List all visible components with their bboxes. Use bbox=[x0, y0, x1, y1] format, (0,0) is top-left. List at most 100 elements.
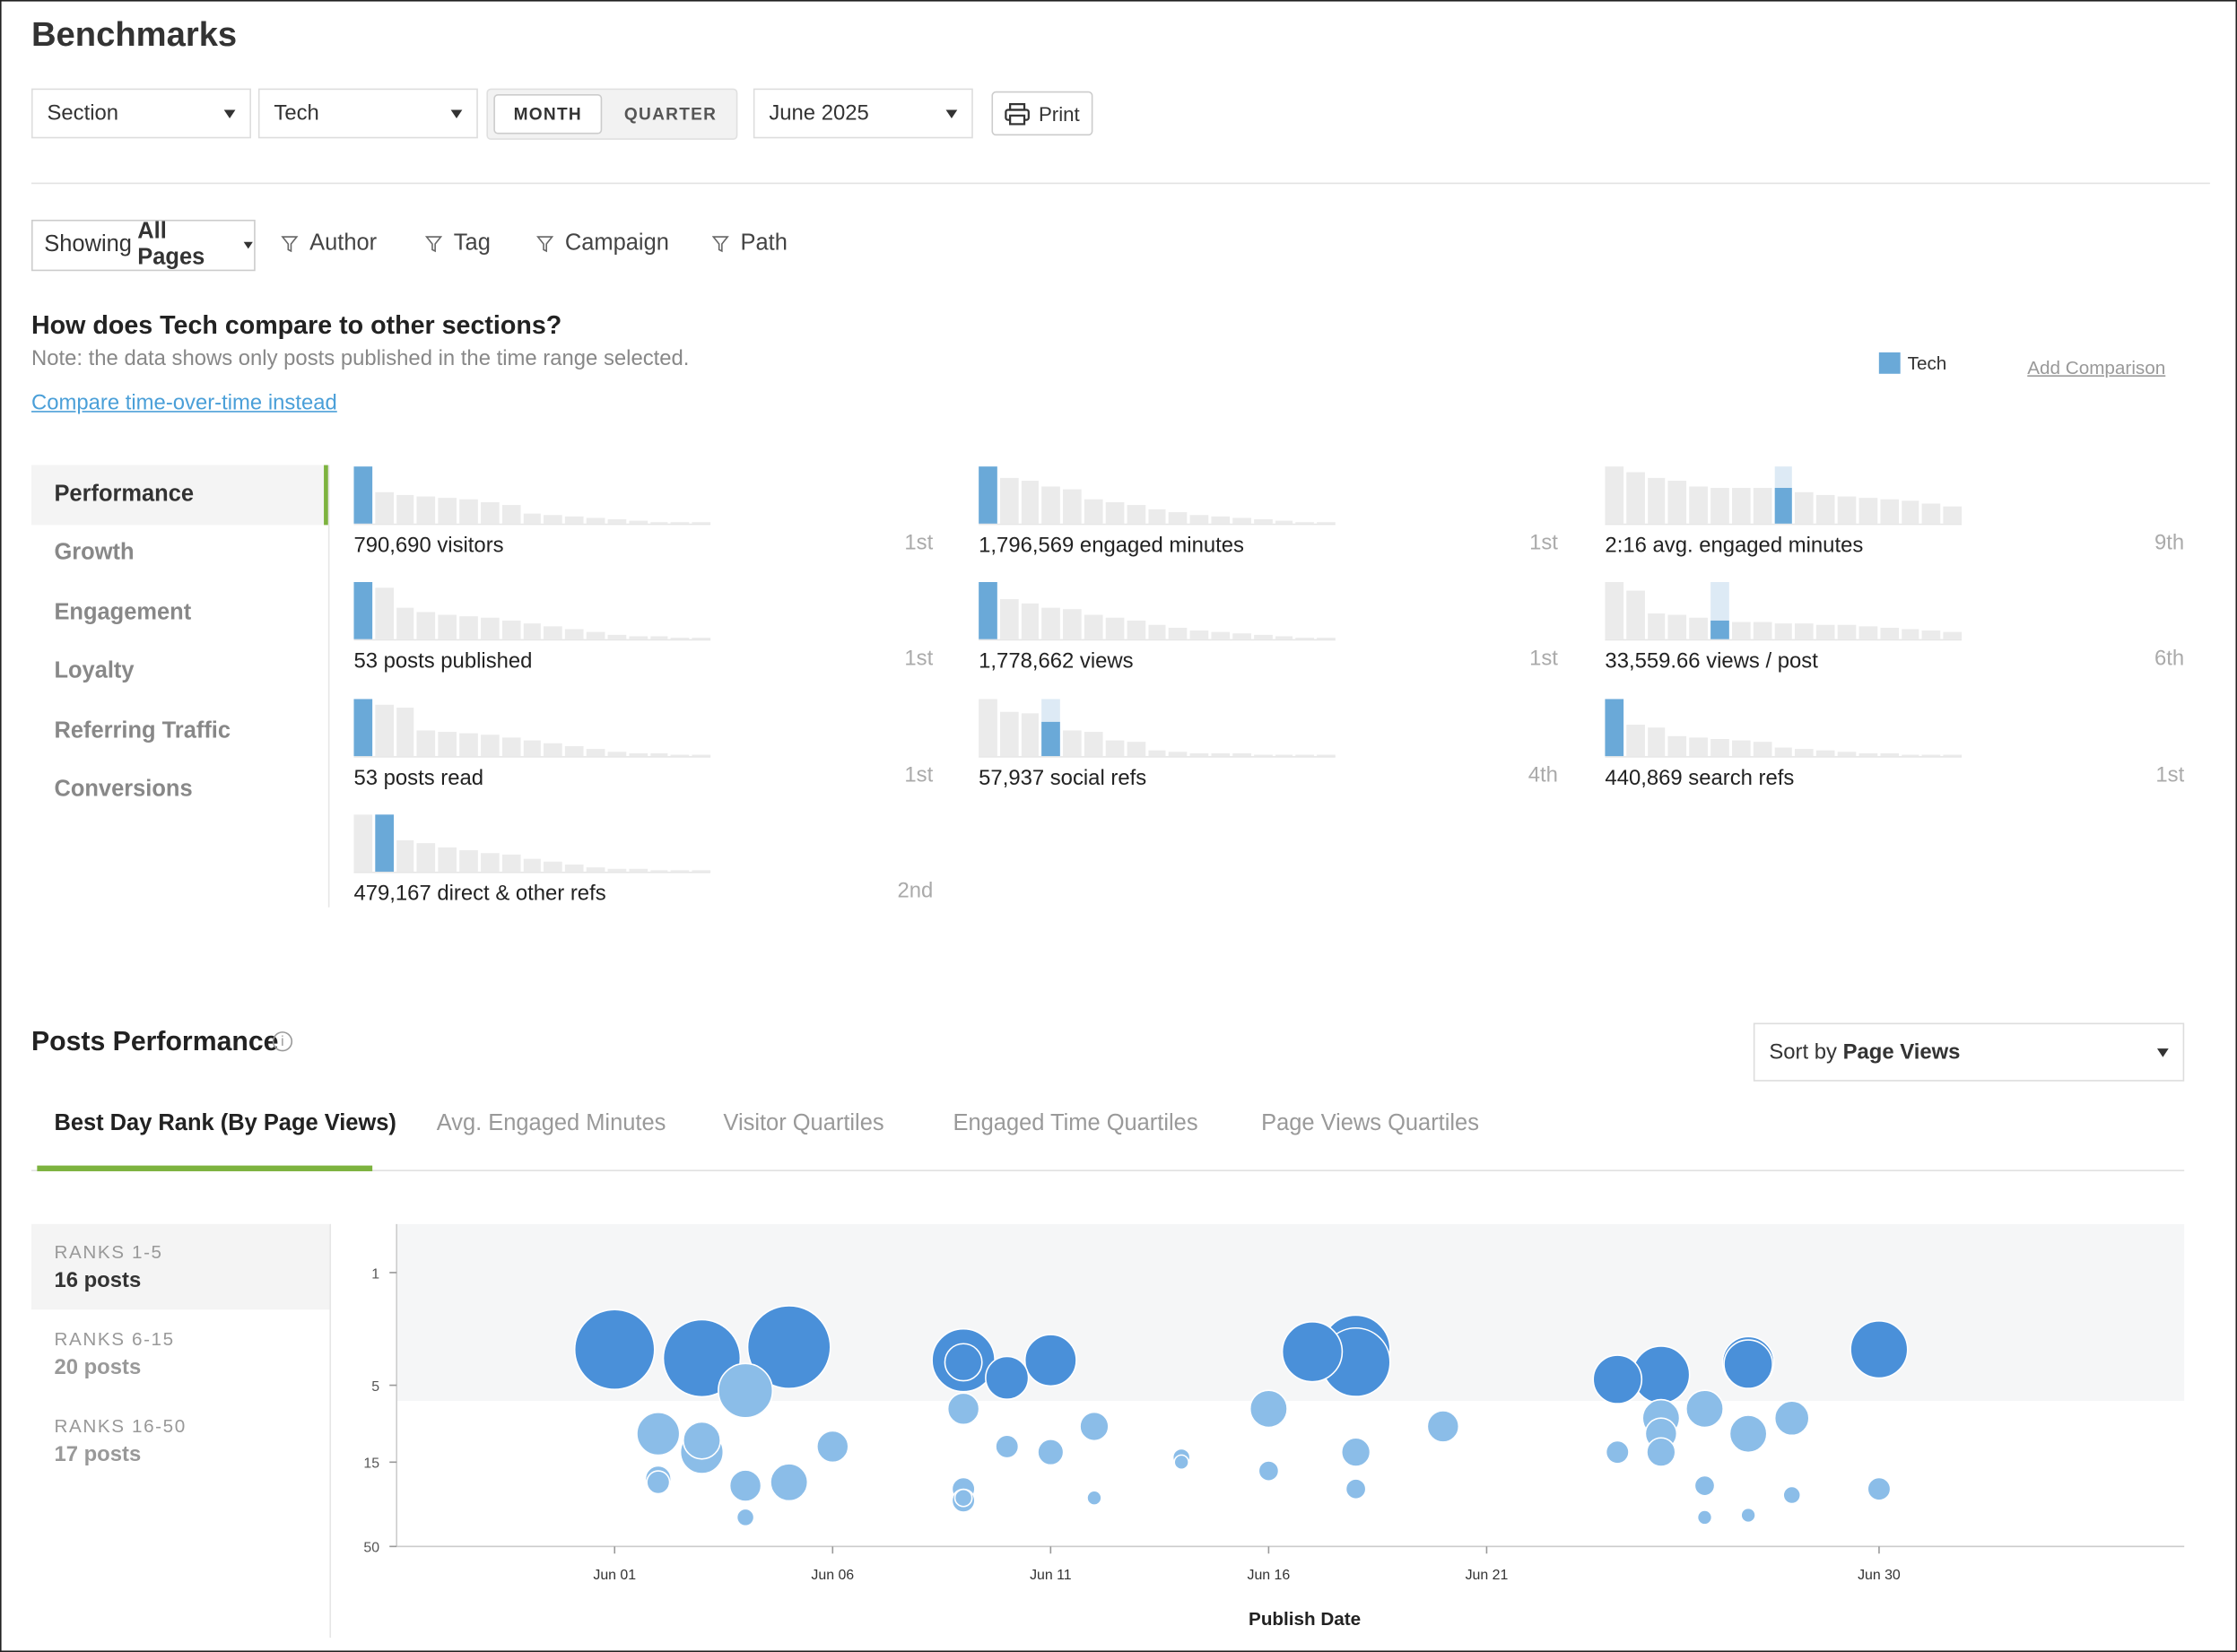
metric-bar bbox=[1795, 623, 1815, 639]
nav-conversions[interactable]: Conversions bbox=[54, 777, 193, 802]
metric-bar bbox=[671, 638, 690, 639]
metric-bar bbox=[438, 732, 457, 757]
metric-bar bbox=[523, 513, 542, 524]
metric-bar bbox=[1668, 614, 1687, 639]
rank-group-16-50[interactable]: RANKS 16-50 17 posts bbox=[31, 1398, 329, 1483]
metric-bar bbox=[375, 587, 394, 639]
metric-bar bbox=[1190, 752, 1209, 757]
rank-divider bbox=[329, 1223, 332, 1639]
page-title: Benchmarks bbox=[30, 15, 238, 55]
metric-bar bbox=[1647, 613, 1667, 639]
metric-bar bbox=[1317, 638, 1336, 639]
metric-bar bbox=[692, 638, 711, 639]
print-button[interactable]: Print bbox=[991, 91, 1093, 136]
metric-bar bbox=[1731, 740, 1751, 757]
section-select-value: Tech bbox=[274, 100, 319, 126]
filter-tag-label: Tag bbox=[453, 230, 491, 256]
metric-bar bbox=[586, 631, 605, 639]
nav-engagement[interactable]: Engagement bbox=[54, 600, 192, 625]
rank-group-1-5[interactable]: RANKS 1-5 16 posts bbox=[30, 1223, 330, 1310]
metric-card[interactable]: 53 posts read bbox=[353, 698, 711, 791]
metric-bar bbox=[1021, 481, 1040, 524]
metric-card[interactable]: 2:16 avg. engaged minutes bbox=[1605, 465, 1963, 558]
metric-rank: 1st bbox=[1529, 646, 1558, 671]
metric-card[interactable]: 1,778,662 views bbox=[979, 580, 1336, 674]
metric-bar bbox=[353, 582, 372, 639]
filter-tag[interactable]: Tag bbox=[424, 230, 491, 257]
metric-label: 479,167 direct & other refs bbox=[353, 882, 606, 907]
metric-bar bbox=[417, 612, 436, 639]
post-bubble bbox=[1086, 1490, 1102, 1506]
metric-bar bbox=[1668, 735, 1687, 757]
metric-bar bbox=[1922, 630, 1941, 639]
metric-bar bbox=[1774, 466, 1793, 524]
rank-group-count: 17 posts bbox=[54, 1442, 142, 1467]
metric-bar bbox=[565, 629, 584, 639]
tab-best-day-rank[interactable]: Best Day Rank (By Page Views) bbox=[54, 1111, 396, 1136]
metric-card[interactable]: 33,559.66 views / post bbox=[1605, 580, 1963, 674]
metric-bar bbox=[1731, 488, 1751, 524]
metric-label: 53 posts read bbox=[353, 766, 484, 791]
filter-author[interactable]: Author bbox=[281, 231, 377, 257]
metric-label: 1,778,662 views bbox=[979, 648, 1134, 674]
metric-bar bbox=[649, 522, 669, 524]
metric-bar bbox=[1626, 472, 1645, 524]
metric-bar bbox=[1084, 614, 1103, 639]
nav-referring-traffic[interactable]: Referring Traffic bbox=[54, 718, 231, 743]
metric-card[interactable]: 440,869 search refs bbox=[1605, 698, 1963, 791]
metric-bar bbox=[1922, 754, 1941, 757]
sort-prefix: Sort by bbox=[1769, 1039, 1837, 1065]
nav-loyalty[interactable]: Loyalty bbox=[54, 658, 135, 683]
showing-select[interactable]: Showing All Pages bbox=[30, 219, 256, 272]
metric-bar bbox=[1753, 622, 1771, 639]
metric-card[interactable]: 53 posts published bbox=[353, 580, 711, 674]
metric-bar bbox=[1317, 522, 1336, 524]
metric-bar bbox=[1858, 752, 1877, 757]
nav-growth[interactable]: Growth bbox=[54, 540, 135, 565]
tab-visitor-quartiles[interactable]: Visitor Quartiles bbox=[723, 1111, 884, 1136]
tab-page-views-quartiles[interactable]: Page Views Quartiles bbox=[1261, 1111, 1479, 1136]
metric-card[interactable]: 57,937 social refs bbox=[979, 698, 1336, 790]
metric-rank: 9th bbox=[2154, 530, 2185, 555]
tab-avg-engaged-minutes[interactable]: Avg. Engaged Minutes bbox=[436, 1111, 666, 1136]
date-select[interactable]: June 2025 bbox=[753, 88, 973, 139]
add-comparison-link[interactable]: Add Comparison bbox=[2027, 356, 2166, 378]
metric-bar bbox=[501, 737, 520, 757]
metric-bar bbox=[1731, 622, 1751, 639]
post-bubble bbox=[1696, 1509, 1713, 1526]
nav-performance[interactable]: Performance bbox=[30, 465, 328, 526]
metric-bar bbox=[1211, 516, 1230, 524]
rank-group-count: 16 posts bbox=[54, 1268, 142, 1293]
metric-bar bbox=[1105, 740, 1125, 757]
metric-bar bbox=[459, 616, 478, 639]
period-quarter-button[interactable]: QUARTER bbox=[623, 104, 718, 125]
metric-card[interactable]: 479,167 direct & other refs bbox=[353, 813, 711, 907]
metric-bar bbox=[1169, 627, 1188, 639]
post-bubble bbox=[1693, 1474, 1716, 1497]
metric-bar bbox=[979, 582, 997, 639]
rank-group-6-15[interactable]: RANKS 6-15 20 posts bbox=[31, 1311, 329, 1396]
filter-campaign[interactable]: Campaign bbox=[536, 231, 669, 257]
sort-select[interactable]: Sort by Page Views bbox=[1753, 1022, 2185, 1082]
metric-bar bbox=[999, 711, 1019, 757]
metric-bar bbox=[979, 699, 997, 757]
section-select[interactable]: Tech bbox=[257, 88, 478, 139]
metric-bar bbox=[459, 499, 478, 524]
compare-time-link[interactable]: Compare time-over-time instead bbox=[30, 390, 337, 415]
tab-engaged-time-quartiles[interactable]: Engaged Time Quartiles bbox=[953, 1111, 1198, 1136]
period-month-button[interactable]: MONTH bbox=[493, 93, 603, 135]
metric-bar bbox=[565, 864, 584, 872]
dimension-select[interactable]: Section bbox=[30, 88, 251, 139]
info-icon[interactable]: i bbox=[272, 1031, 293, 1052]
metric-bar bbox=[1041, 699, 1061, 757]
post-bubble bbox=[1740, 1507, 1756, 1524]
metric-bar bbox=[1169, 752, 1188, 757]
showing-prefix: Showing bbox=[44, 232, 132, 257]
print-label: Print bbox=[1038, 101, 1080, 126]
metric-bar bbox=[375, 491, 394, 524]
metric-label: 440,869 search refs bbox=[1605, 766, 1795, 791]
metric-card[interactable]: 1,796,569 engaged minutes bbox=[979, 465, 1336, 558]
metric-card[interactable]: 790,690 visitors bbox=[353, 465, 711, 558]
filter-path[interactable]: Path bbox=[711, 231, 788, 257]
